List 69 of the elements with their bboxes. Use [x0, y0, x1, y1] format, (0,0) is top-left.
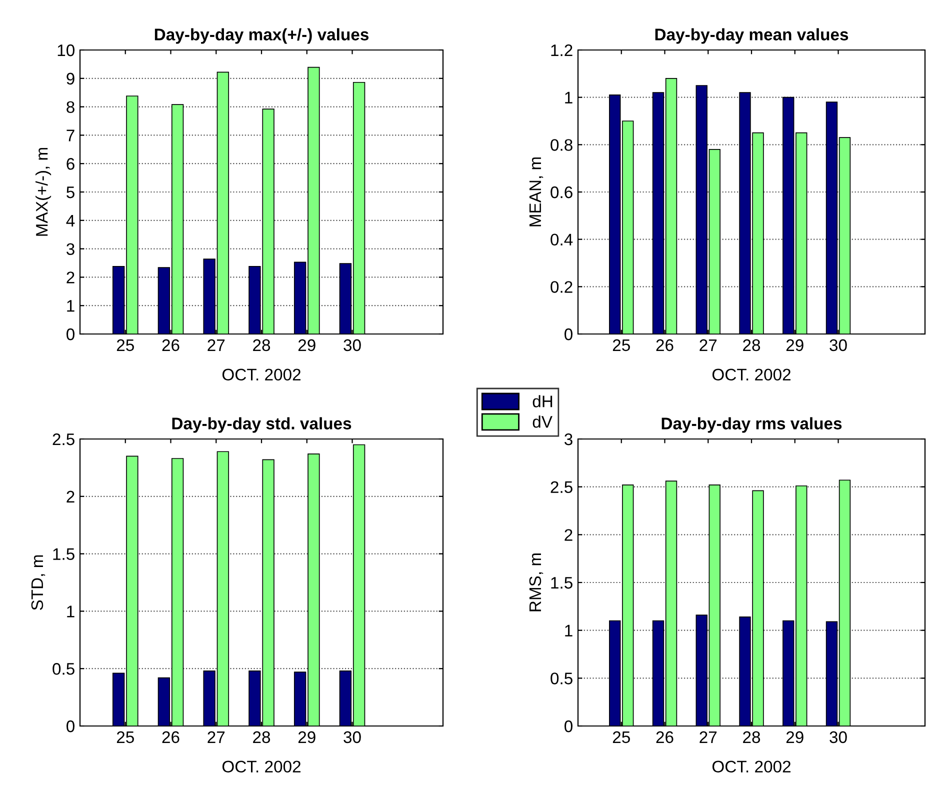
y-axis-title: MAX(+/-), m [36, 148, 52, 236]
y-tick-label: 0 [564, 328, 572, 340]
y-tick-label: 9 [66, 72, 74, 85]
x-tick-label: 28 [253, 339, 270, 352]
x-tick-label: 27 [700, 339, 717, 351]
x-tick-label: 25 [116, 731, 134, 744]
y-tick-label: 2.5 [550, 481, 572, 494]
y-tick-label: 7 [66, 130, 74, 142]
chart-title: Day-by-day max(+/-) values [154, 28, 369, 44]
y-tick-label: 6 [66, 158, 74, 170]
x-tick-label: 25 [116, 339, 134, 352]
legend-label: dV [532, 416, 552, 428]
y-tick-label: 1 [67, 606, 74, 618]
x-axis-title: OCT. 2002 [222, 368, 300, 381]
x-tick-label: 29 [298, 731, 316, 744]
y-tick-label: 0.2 [550, 281, 572, 293]
x-tick-label: 29 [298, 339, 316, 352]
x-tick-label: 26 [162, 731, 180, 744]
y-tick-label: 1 [565, 92, 572, 104]
y-tick-label: 0.4 [550, 234, 573, 246]
y-tick-label: 2.5 [52, 433, 74, 446]
x-tick-label: 28 [743, 339, 760, 352]
x-tick-label: 25 [612, 339, 630, 352]
x-tick-label: 27 [208, 731, 225, 743]
x-tick-label: 26 [162, 339, 180, 352]
chart-title: Day-by-day rms values [662, 417, 842, 433]
y-tick-label: 0.5 [550, 672, 572, 684]
x-axis-title: OCT. 2002 [712, 368, 790, 381]
y-axis-title: STD, m [31, 555, 46, 610]
x-tick-label: 29 [786, 731, 804, 744]
x-tick-label: 28 [253, 731, 270, 744]
x-tick-label: 30 [344, 731, 361, 744]
y-tick-label: 0.8 [550, 139, 572, 151]
y-tick-label: 3 [66, 243, 74, 256]
x-axis-title: OCT. 2002 [712, 760, 790, 773]
y-tick-label: 8 [66, 101, 74, 114]
x-tick-label: 30 [830, 731, 847, 744]
x-tick-label: 26 [656, 339, 674, 352]
y-tick-label: 2 [564, 529, 572, 541]
y-tick-label: 0 [66, 720, 74, 732]
x-tick-label: 27 [700, 731, 717, 743]
y-axis-title: RMS, m [529, 554, 544, 612]
y-tick-label: 0.6 [550, 186, 572, 198]
y-tick-label: 1 [565, 624, 572, 636]
y-tick-label: 10 [58, 44, 74, 56]
legend-label: dH [532, 395, 552, 408]
x-axis-title: OCT. 2002 [222, 760, 300, 773]
y-tick-label: 3 [564, 433, 572, 446]
x-tick-label: 26 [656, 731, 674, 744]
x-tick-label: 28 [743, 731, 760, 744]
y-tick-label: 2 [66, 272, 74, 284]
y-tick-label: 1 [67, 300, 74, 312]
y-tick-label: 4 [66, 214, 75, 226]
y-tick-label: 1.2 [551, 44, 572, 56]
y-tick-label: 2 [66, 490, 74, 502]
x-tick-label: 30 [830, 339, 847, 352]
y-tick-label: 0 [564, 720, 572, 732]
x-tick-label: 30 [344, 339, 361, 352]
y-tick-label: 1.5 [53, 548, 74, 560]
y-tick-label: 1.5 [551, 577, 572, 589]
x-tick-label: 25 [612, 731, 630, 744]
y-tick-label: 5 [66, 186, 74, 198]
x-tick-label: 29 [786, 339, 804, 352]
x-tick-label: 27 [208, 339, 225, 351]
chart-title: Day-by-day std. values [172, 417, 352, 433]
chart-title: Day-by-day mean values [655, 28, 848, 44]
y-axis-title: MEAN, m [529, 157, 544, 226]
y-tick-label: 0.5 [52, 663, 74, 675]
y-tick-label: 0 [66, 328, 74, 340]
